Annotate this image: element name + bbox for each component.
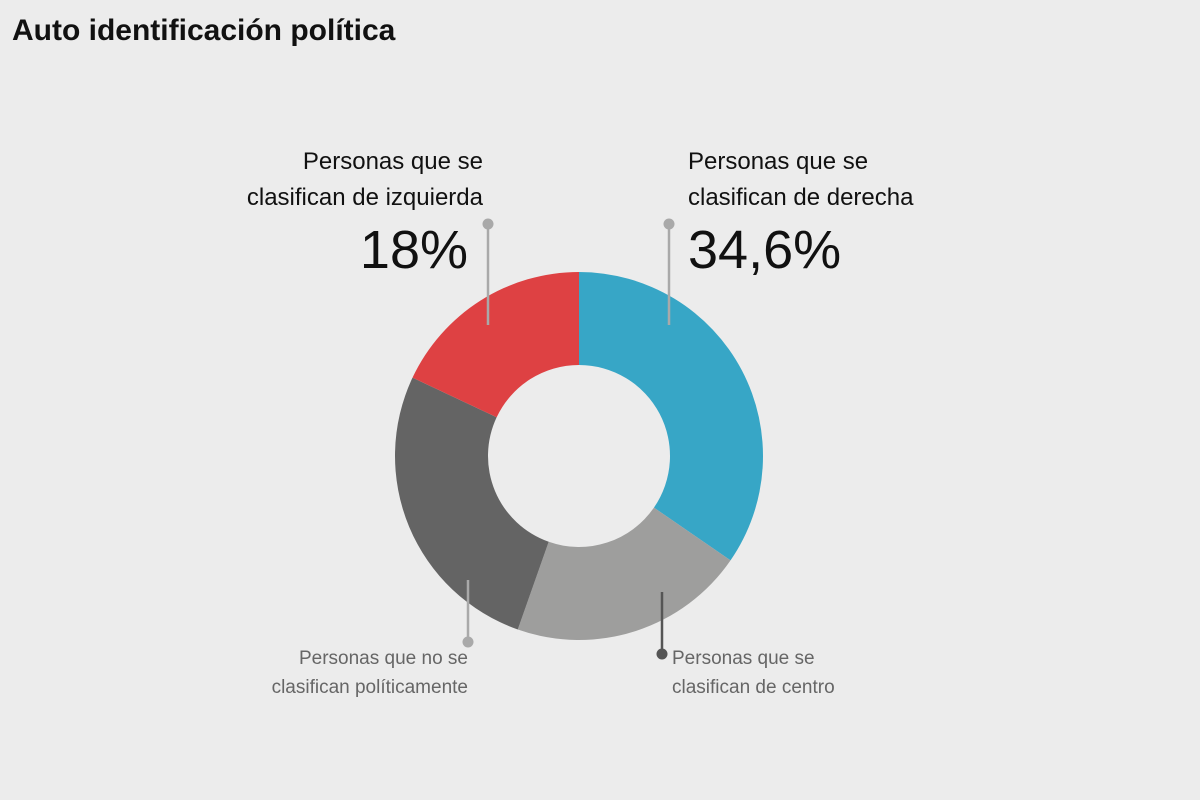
label-centro: Personas que se clasifican de centro <box>672 644 835 702</box>
donut-slice-2 <box>394 377 549 630</box>
label-no-se-clasifican: Personas que no se clasifican políticame… <box>272 644 468 702</box>
leader-dot-derecha <box>663 218 675 230</box>
value-izquierda: 18% <box>359 220 468 280</box>
leader-dot-no-se <box>462 636 474 648</box>
label-izquierda: Personas que se clasifican de izquierda … <box>247 144 483 282</box>
label-centro-line1: Personas que se <box>672 648 815 669</box>
label-derecha-line2: clasifican de derecha <box>688 184 914 211</box>
donut-slices <box>394 272 763 640</box>
value-derecha: 34,6% <box>688 220 842 280</box>
label-no-se-line1: Personas que no se <box>298 648 468 669</box>
chart-title: Auto identificación política <box>12 14 396 47</box>
label-centro-line2: clasifican de centro <box>672 677 835 698</box>
label-no-se-line2: clasifican políticamente <box>271 677 468 698</box>
leader-dot-centro <box>656 648 668 660</box>
donut-slice-1 <box>517 507 731 640</box>
label-derecha-line1: Personas que se <box>688 148 869 175</box>
label-izquierda-line2: clasifican de izquierda <box>246 184 483 211</box>
leader-lines <box>462 218 675 660</box>
label-derecha: Personas que se clasifican de derecha 34… <box>688 144 913 282</box>
label-izquierda-line1: Personas que se <box>302 148 483 175</box>
leader-dot-izquierda <box>482 218 494 230</box>
donut-slice-0 <box>579 272 763 561</box>
donut-slice-3 <box>412 272 579 418</box>
